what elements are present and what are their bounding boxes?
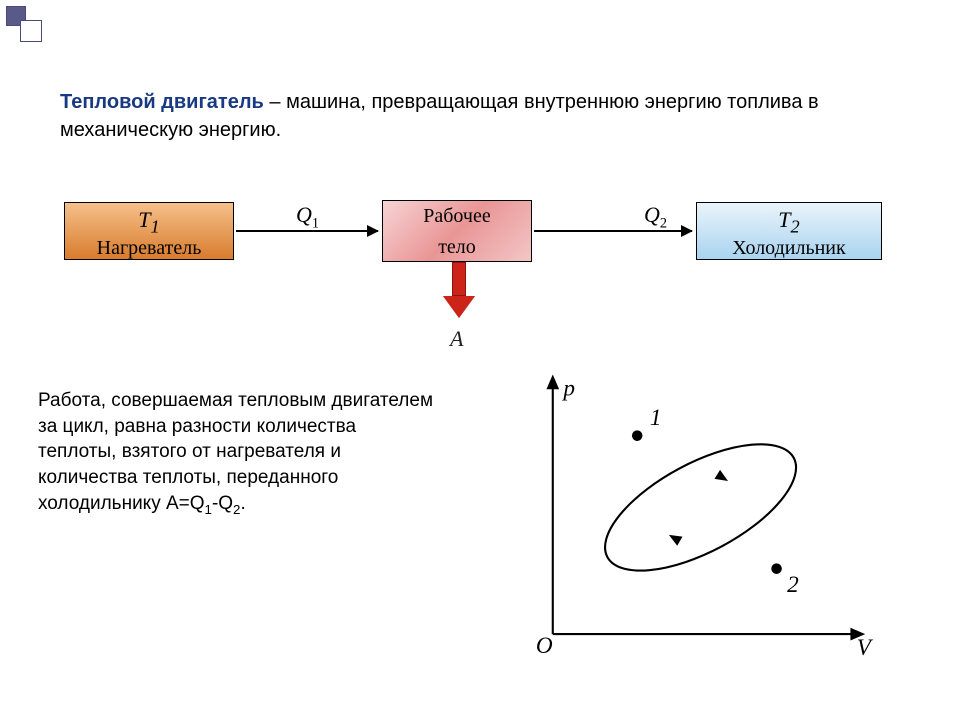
work-paragraph: Работа, совершаемая тепловым двигателем … <box>38 388 438 518</box>
corner-square-light <box>20 20 42 42</box>
heater-box: T1 Нагреватель <box>64 202 234 260</box>
p-axis-label: p <box>561 376 575 402</box>
definition-line: Тепловой двигатель – машина, превращающа… <box>60 88 900 144</box>
cooler-label: Холодильник <box>697 237 881 266</box>
term: Тепловой двигатель <box>60 91 264 113</box>
body-line1: Рабочее <box>383 201 531 232</box>
point-2 <box>771 563 782 574</box>
q1-sym: Q <box>296 202 312 227</box>
work-label: A <box>450 326 463 352</box>
heater-T: T <box>138 207 150 232</box>
q1-label: Q1 <box>296 202 319 232</box>
arrow-q2 <box>534 230 692 232</box>
origin-label: O <box>536 633 553 659</box>
heater-sub: 1 <box>151 216 160 236</box>
work-arrow-head <box>443 296 475 318</box>
point-2-label: 2 <box>787 572 799 598</box>
working-body-box: Рабочее тело <box>382 200 532 262</box>
q1-sub: 1 <box>312 215 319 231</box>
para-mid: -Q <box>212 493 233 514</box>
p-axis-arrow <box>546 374 559 389</box>
cooler-box: T2 Холодильник <box>696 202 882 260</box>
point-1 <box>632 430 643 441</box>
q2-sym: Q <box>644 202 660 227</box>
body-line2: тело <box>383 232 531 263</box>
q2-label: Q2 <box>644 202 667 232</box>
cooler-symbol: T2 <box>697 203 881 237</box>
v-axis-label: V <box>857 635 874 661</box>
cooler-sub: 2 <box>791 216 800 236</box>
heater-symbol: T1 <box>65 203 233 237</box>
point-1-label: 1 <box>650 405 662 431</box>
slide-content: Тепловой двигатель – машина, превращающа… <box>60 88 900 344</box>
work-arrow-shaft <box>452 262 466 296</box>
cycle-arrow-upper <box>714 470 730 486</box>
para-tail: . <box>240 493 245 514</box>
work-arrow <box>452 262 466 296</box>
heat-engine-diagram: T1 Нагреватель Q1 Рабочее тело Q2 T2 Хол… <box>60 184 900 344</box>
para-prefix: Работа, совершаемая тепловым двигателем … <box>38 390 433 514</box>
para-sub1: 1 <box>205 501 212 516</box>
cooler-T: T <box>778 207 790 232</box>
pv-diagram: p V O 1 2 <box>500 368 880 668</box>
cycle-arrow-lower <box>666 530 682 545</box>
heater-label: Нагреватель <box>65 237 233 266</box>
corner-decoration <box>0 0 46 46</box>
q2-sub: 2 <box>660 215 667 231</box>
